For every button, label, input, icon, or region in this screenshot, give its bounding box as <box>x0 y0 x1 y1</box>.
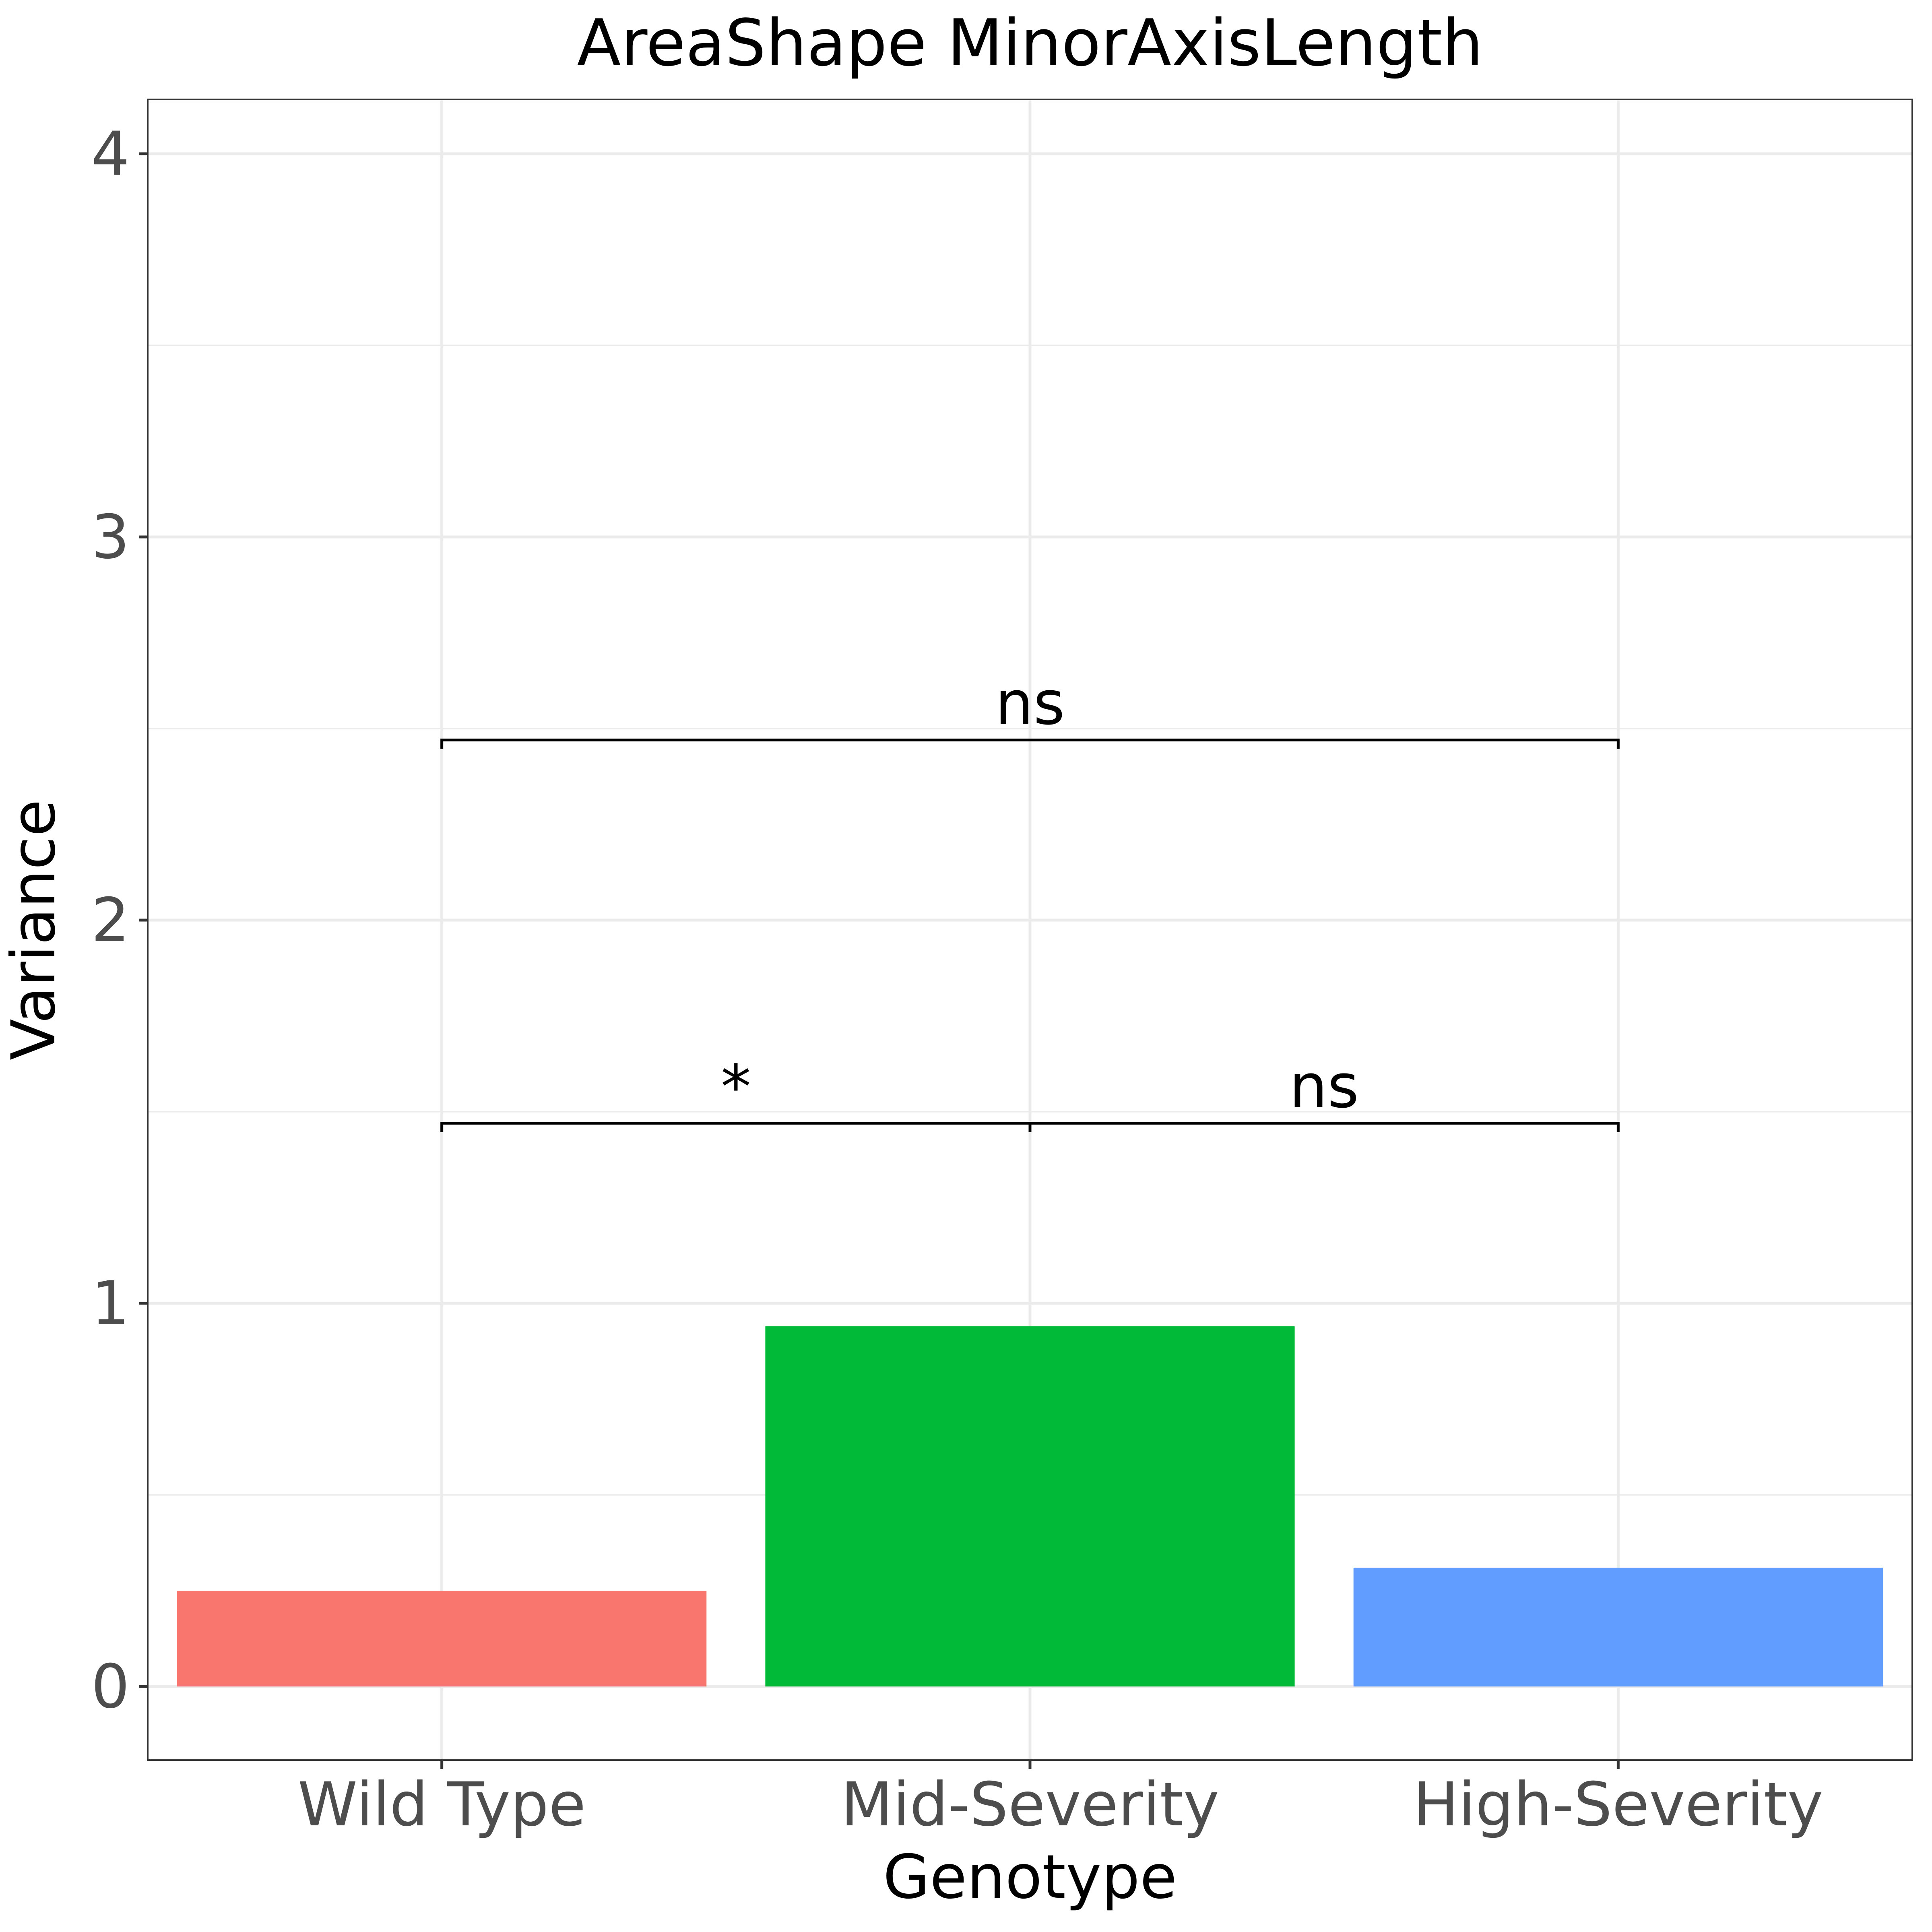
significance-bracket <box>1028 1122 1620 1132</box>
bars <box>177 1326 1883 1686</box>
y-axis-title: Variance <box>0 799 69 1060</box>
significance-label: ns <box>995 669 1065 739</box>
x-axis-title: Genotype <box>883 1842 1177 1912</box>
x-tick-label: Wild Type <box>298 1770 586 1840</box>
y-tick-label: 1 <box>91 1269 130 1339</box>
bar-wild-type <box>177 1591 707 1686</box>
y-tick-label: 4 <box>91 119 130 189</box>
x-tick-label: Mid-Severity <box>841 1770 1219 1840</box>
significance-brackets: * ns ns <box>440 669 1620 1132</box>
significance-bracket <box>440 739 1620 749</box>
bar-high-severity <box>1353 1567 1883 1686</box>
y-tick-label: 3 <box>91 502 130 572</box>
significance-label: ns <box>1289 1052 1359 1122</box>
bar-mid-severity <box>765 1326 1295 1686</box>
x-tick-label: High-Severity <box>1413 1770 1823 1840</box>
axis-ticks: 0 1 2 3 4 Wild Type Mid-Severity High-Severity <box>91 119 1823 1840</box>
significance-label: * <box>721 1053 751 1123</box>
y-tick-label: 0 <box>91 1652 130 1722</box>
y-tick-label: 2 <box>91 886 130 956</box>
chart-title: AreaShape MinorAxisLength <box>577 5 1483 80</box>
